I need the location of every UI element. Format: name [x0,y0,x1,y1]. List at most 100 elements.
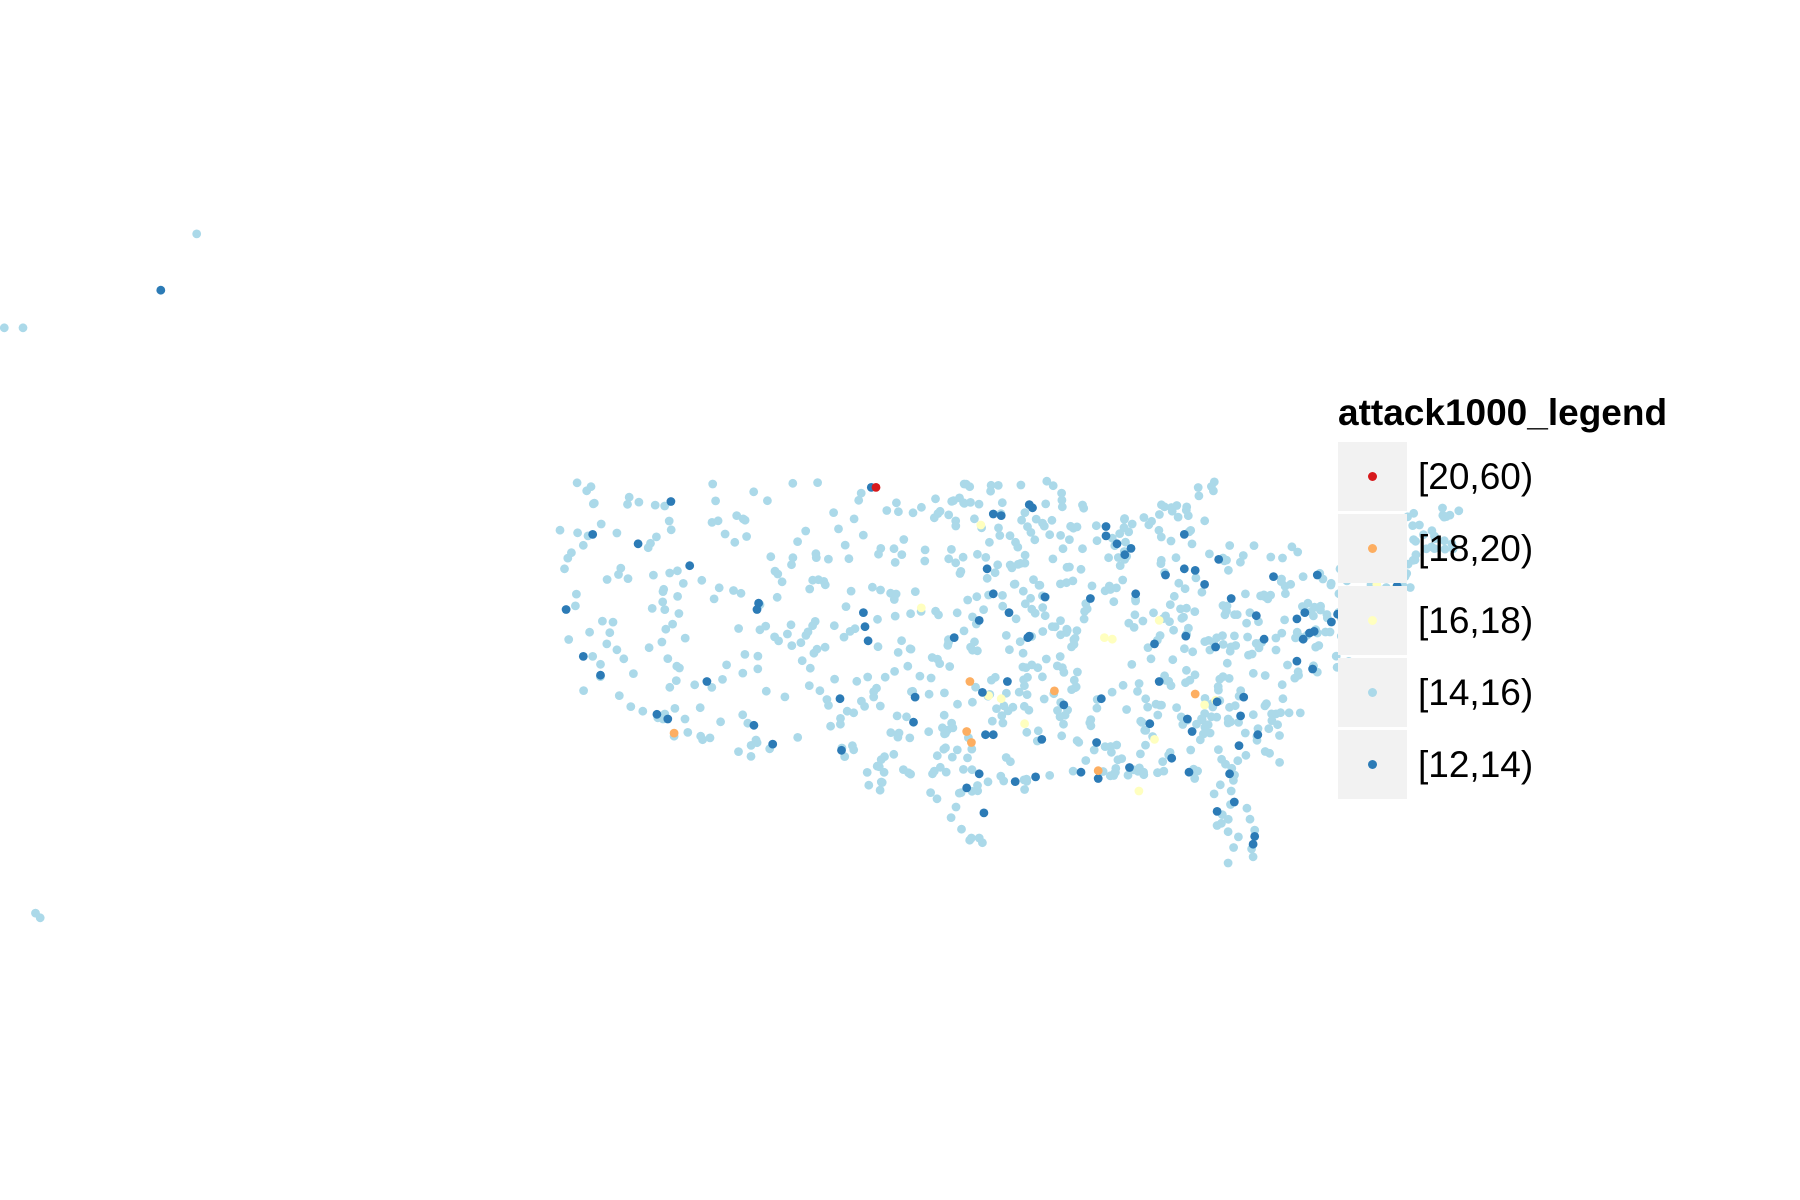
map-point-14-16 [938,723,947,733]
map-point-14-16 [573,528,582,538]
map-point-14-16 [1048,481,1058,491]
map-point-12-14 [1259,634,1269,644]
map-point-14-16 [1265,748,1274,758]
map-point-14-16 [894,507,903,517]
map-point-12-14 [1120,550,1130,560]
map-point-14-16 [1087,581,1097,591]
map-point-14-16 [967,765,977,775]
map-point-14-16 [849,745,859,755]
map-point-12-14 [1096,694,1106,704]
map-point-12-14 [974,616,984,625]
map-point-14-16 [894,728,904,738]
map-point-12-14 [1269,572,1278,581]
map-point-14-16 [1244,650,1253,660]
map-point-14-16 [1409,508,1419,518]
map-point-12-14 [578,652,588,661]
map-point-14-16 [1326,580,1336,590]
map-point-14-16 [695,703,705,713]
map-point-12-14 [1226,594,1236,603]
map-point-12-14 [156,285,166,295]
map-point-14-16 [947,718,956,728]
map-point-16-18 [916,603,926,613]
map-point-14-16 [974,833,984,843]
map-point-14-16 [998,601,1008,611]
map-point-14-16 [1157,500,1166,510]
map-point-14-16 [987,716,997,726]
map-point-14-16 [1065,562,1074,572]
map-point-14-16 [1278,553,1287,563]
map-point-14-16 [1153,710,1163,720]
map-point-14-16 [966,642,975,652]
map-point-14-16 [1223,714,1233,724]
map-point-14-16 [1056,630,1065,640]
map-point-18-20 [1190,689,1200,699]
map-point-14-16 [616,563,626,573]
map-point-14-16 [652,532,661,542]
map-point-14-16 [955,569,965,578]
map-point-14-16 [967,833,976,843]
map-point-14-16 [1136,749,1145,759]
map-point-14-16 [849,514,859,524]
map-point-14-16 [1411,550,1421,560]
map-point-12-14 [949,633,959,642]
map-point-14-16 [1016,559,1025,568]
map-point-14-16 [1188,647,1198,657]
map-point-14-16 [972,592,982,602]
map-point-12-14 [1248,839,1258,849]
map-point-14-16 [623,499,632,509]
map-point-14-16 [905,733,915,743]
map-point-14-16 [18,323,28,333]
map-point-14-16 [1295,708,1305,718]
map-point-12-14 [1212,697,1222,707]
map-point-14-16 [924,689,934,699]
map-point-14-16 [852,676,862,686]
map-point-14-16 [876,585,885,595]
map-point-14-16 [958,552,968,562]
map-point-12-14 [1031,772,1040,782]
map-point-14-16 [1209,789,1219,799]
map-point-16-18 [1150,735,1159,744]
map-point-20-60 [871,483,881,492]
map-point-12-14 [1298,634,1308,644]
legend-key [1338,442,1407,511]
map-point-14-16 [660,501,670,511]
map-point-14-16 [826,721,835,731]
map-point-14-16 [1133,687,1142,696]
map-point-14-16 [650,500,660,510]
map-point-14-16 [1438,503,1447,513]
map-point-14-16 [1291,633,1300,643]
map-point-14-16 [749,487,759,497]
map-point-14-16 [1248,710,1258,720]
map-point-14-16 [1149,608,1158,618]
map-point-14-16 [1256,591,1265,601]
map-point-14-16 [947,497,957,506]
map-point-14-16 [1225,541,1235,550]
map-point-14-16 [657,637,667,647]
map-point-14-16 [1419,530,1428,539]
map-point-14-16 [602,575,612,584]
map-point-14-16 [1154,525,1164,535]
map-point-12-14 [860,622,870,632]
map-point-14-16 [666,525,676,535]
map-point-14-16 [614,691,624,700]
map-point-14-16 [997,498,1007,508]
map-point-14-16 [708,479,718,489]
map-point-14-16 [740,650,750,659]
map-point-14-16 [873,642,883,652]
map-point-14-16 [1062,626,1072,635]
map-point-12-14 [1214,555,1224,564]
map-point-14-16 [1275,731,1284,740]
map-point-12-14 [1154,677,1164,686]
map-point-14-16 [1439,536,1449,546]
map-point-14-16 [1072,626,1082,635]
map-point-14-16 [1229,843,1238,852]
map-point-14-16 [944,554,954,564]
map-point-14-16 [822,695,832,704]
map-point-14-16 [932,794,942,804]
map-point-16-18 [1020,719,1029,729]
map-point-14-16 [869,692,879,702]
map-point-12-14 [1101,522,1111,531]
map-point-14-16 [873,614,882,624]
map-point-14-16 [1221,759,1230,769]
map-point-14-16 [751,735,761,745]
